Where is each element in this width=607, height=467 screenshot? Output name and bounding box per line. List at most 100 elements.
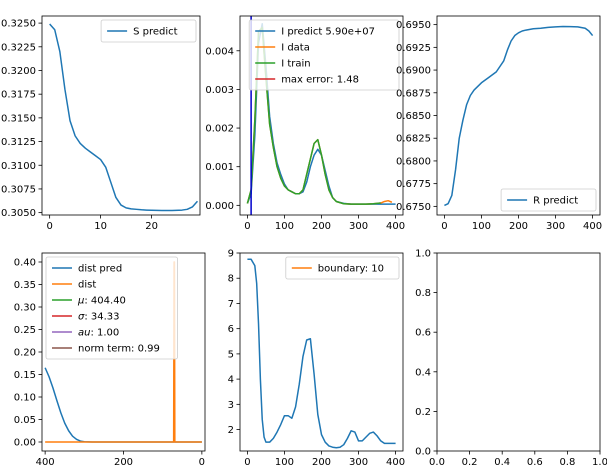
y-tick-label: 0.6 — [415, 328, 431, 339]
y-tick-label: 0.30 — [14, 303, 36, 314]
x-tick-label: 400 — [386, 457, 405, 467]
axes-frame — [41, 15, 201, 216]
y-tick-label: 0.3050 — [1, 208, 36, 219]
legend: dist pred dist μ: 404.40 σ: 34.33 au: 1.00 no… — [45, 256, 178, 360]
series-line-beta — [247, 258, 396, 449]
legend-frame — [100, 19, 197, 43]
y-tick-label: 0.20 — [14, 348, 36, 359]
x-tick-label: 200 — [114, 457, 133, 467]
y-tick-label: 8 — [228, 274, 234, 285]
legend-label-value: : 34.33 — [84, 312, 119, 323]
y-tick-label: 0.00 — [14, 438, 36, 449]
legend-label: μ: 404.40 — [77, 296, 126, 307]
legend-label: σ: 34.33 — [78, 312, 120, 323]
x-tick-label: 0.4 — [494, 457, 510, 467]
legend-label-math: μ — [77, 296, 84, 307]
x-tick-label: 0 — [244, 221, 250, 232]
y-tick-label: 1.0 — [415, 249, 431, 260]
y-tick-label: 0.000 — [205, 201, 234, 212]
y-tick-label: 0.3125 — [1, 137, 36, 148]
y-tick-label: 0.3175 — [1, 90, 36, 101]
x-tick-label: 0 — [46, 221, 52, 232]
y-tick-label: 6 — [228, 324, 234, 335]
legend: I predict 5.90e+07 I data I train max error… — [248, 19, 400, 91]
y-tick-label: 0.6925 — [396, 43, 431, 54]
legend-frame — [285, 256, 400, 280]
x-tick-label: 0.6 — [527, 457, 543, 467]
legend-label: max error: 1.48 — [281, 75, 359, 86]
y-tick-label: 0.40 — [14, 258, 36, 269]
y-tick-label: 0.25 — [14, 325, 36, 336]
y-tick-label: 0.6950 — [396, 20, 431, 31]
legend-label: I data — [281, 43, 310, 54]
legend: boundary: 10 — [285, 256, 400, 280]
y-tick-label: 0.3225 — [1, 42, 36, 53]
x-tick-label: 400 — [386, 221, 405, 232]
legend-frame — [248, 19, 400, 91]
y-tick-label: 0.05 — [14, 415, 36, 426]
legend-label-math: au — [78, 328, 90, 339]
y-tick-label: 4 — [228, 375, 234, 386]
y-tick-label: 0.2 — [415, 407, 431, 418]
x-tick-label: 0.2 — [462, 457, 478, 467]
series-line-r — [444, 25, 594, 207]
x-tick-label: 200 — [312, 221, 331, 232]
legend-label: S predict — [133, 27, 178, 38]
y-tick-label: 0.002 — [205, 124, 234, 135]
y-tick-label: 3 — [228, 400, 234, 411]
y-tick-label: 0.3075 — [1, 184, 36, 195]
x-tick-label: 0.0 — [429, 457, 445, 467]
legend-label-math: σ — [78, 312, 85, 323]
x-tick-label: 100 — [472, 221, 491, 232]
y-tick-label: 7 — [228, 299, 234, 310]
x-tick-label: 10 — [94, 221, 107, 232]
y-tick-label: 0.6875 — [396, 88, 431, 99]
legend-frame — [500, 188, 597, 212]
legend-label-value: : 1.00 — [90, 328, 119, 339]
legend-label: I train — [281, 59, 310, 70]
x-tick-label: 100 — [275, 457, 294, 467]
x-tick-label: 20 — [145, 221, 158, 232]
legend: R predict — [500, 188, 597, 212]
x-tick-label: 0.8 — [559, 457, 575, 467]
legend-label: dist pred — [78, 264, 122, 275]
x-tick-label: 300 — [546, 221, 565, 232]
legend-label-value: : 404.40 — [84, 296, 126, 307]
x-tick-label: 0 — [244, 457, 250, 467]
legend-label: R predict — [533, 196, 578, 207]
y-tick-label: 0.003 — [205, 85, 234, 96]
legend: S predict — [100, 19, 197, 43]
y-tick-label: 0.6850 — [396, 111, 431, 122]
axes-frame — [436, 252, 601, 452]
subplot-empty: 0.0 0.2 0.4 0.6 0.8 1.0 0.0 0.2 0.4 0.6 0.8 1.0 — [415, 249, 607, 467]
y-tick-label: 0.3250 — [1, 19, 36, 30]
y-tick-label: 0.001 — [205, 162, 234, 173]
y-tick-label: 0.4 — [415, 367, 431, 378]
x-tick-label: 100 — [275, 221, 294, 232]
x-tick-label: 200 — [312, 457, 331, 467]
y-tick-label: 0.35 — [14, 280, 36, 291]
subplot-S: 0 10 20 0.3050 0.3075 0.3100 0.3125 0.3150 0.317… — [1, 15, 201, 232]
series-line-s — [49, 23, 199, 212]
y-tick-label: 5 — [228, 349, 234, 360]
legend-frame — [45, 256, 178, 360]
y-tick-label: 0.6900 — [396, 66, 431, 77]
y-tick-label: 0.6800 — [396, 156, 431, 167]
x-tick-label: 200 — [509, 221, 528, 232]
x-tick-label: 0 — [441, 221, 447, 232]
legend-label: au: 1.00 — [78, 328, 119, 339]
y-tick-label: 0.0 — [415, 447, 431, 458]
y-tick-label: 0.6775 — [396, 179, 431, 190]
subplot-beta: 0 100 200 300 400 2 3 4 5 6 7 8 9 boundary: 10 — [228, 249, 406, 467]
subplot-I: 0 100 200 300 400 0.000 0.001 0.002 0.003 0.004 I … — [205, 15, 405, 232]
x-tick-label: 1.0 — [592, 457, 607, 467]
y-tick-label: 9 — [228, 249, 234, 260]
x-tick-label: 400 — [36, 457, 55, 467]
y-tick-label: 0.8 — [415, 288, 431, 299]
legend-label: boundary: 10 — [318, 264, 384, 275]
subplot-R: 0 100 200 300 400 0.6750 0.6775 0.6800 0.6825 0.6… — [396, 15, 602, 232]
x-tick-label: 0 — [199, 457, 205, 467]
x-tick-label: 300 — [349, 457, 368, 467]
